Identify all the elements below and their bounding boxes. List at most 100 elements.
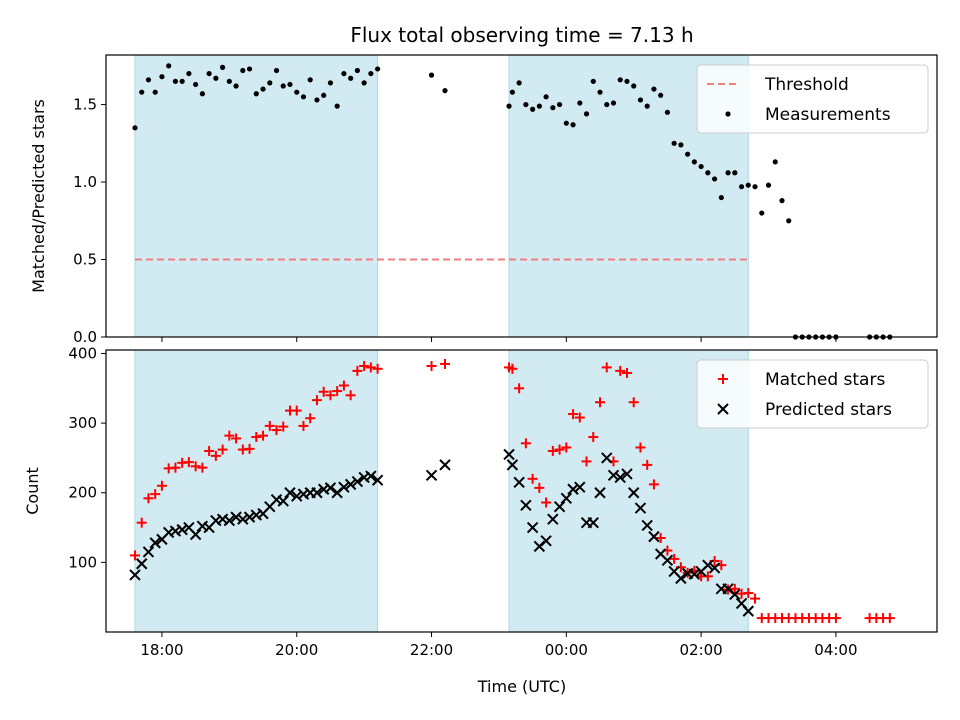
matched-star-point	[311, 395, 322, 406]
predicted-star-point	[189, 528, 202, 541]
measurement-point	[597, 89, 603, 95]
predicted-star-point	[621, 468, 633, 480]
measurement-point	[637, 97, 644, 103]
predicted-star-point	[708, 562, 721, 574]
matched-star-point	[621, 367, 632, 378]
matched-star-point	[426, 361, 437, 372]
legend-item: Predicted stars	[717, 400, 892, 420]
measurement-point	[321, 92, 327, 98]
matched-star-point	[305, 413, 316, 424]
measurement-point	[550, 105, 556, 111]
measurement-point	[658, 92, 664, 98]
predicted-star-point	[223, 514, 236, 527]
bottom-legend: Matched stars Predicted stars	[696, 359, 929, 429]
measurement-point	[509, 89, 516, 95]
measurement-point	[260, 86, 266, 92]
chart-title: Flux total observing time = 7.13 h	[350, 23, 693, 47]
predicted-star-point	[547, 513, 559, 525]
matched-star-point	[514, 383, 525, 394]
predicted-star-point	[425, 469, 438, 482]
measurement-point	[139, 89, 145, 95]
x-tick-label: 20:00	[275, 641, 318, 659]
measurement-point	[530, 106, 536, 112]
predicted-star-point	[513, 476, 525, 489]
matched-star-point	[258, 430, 269, 441]
matched-star-point	[669, 553, 680, 564]
predicted-star-point	[230, 511, 242, 523]
matched-star-point	[291, 405, 302, 416]
matched-star-point	[210, 450, 221, 461]
predicted-star-point	[634, 502, 647, 514]
predicted-star-point	[277, 495, 289, 507]
measurement-point	[361, 80, 367, 86]
predicted-star-point	[503, 448, 515, 461]
measurement-point	[354, 67, 360, 74]
measurement-point	[428, 72, 435, 78]
matched-star-point	[365, 362, 376, 373]
bottom-axis-ticks: 100 200 300 400 18:00 20:00 22:00 00:00 02:00 04:…	[68, 344, 857, 659]
measurement-point	[273, 67, 280, 74]
matched-star-point	[568, 409, 579, 420]
predicted-star-point	[136, 558, 148, 570]
legend-box	[696, 359, 929, 429]
matched-star-point	[129, 550, 140, 561]
predicted-star-point	[628, 487, 640, 499]
legend-item: Measurements	[725, 105, 891, 125]
matched-star-point	[648, 479, 659, 490]
matched-star-point	[729, 583, 740, 594]
measurement-point	[745, 182, 751, 188]
matched-star-point	[615, 365, 626, 376]
matched-star-point	[595, 397, 606, 408]
predicted-star-point	[311, 487, 323, 499]
predicted-star-point	[641, 519, 653, 532]
measurement-point	[152, 89, 158, 95]
matched-star-point	[264, 420, 275, 431]
matched-star-point	[217, 444, 228, 455]
measurement-point	[226, 78, 232, 84]
predicted-star-point	[338, 481, 350, 493]
predicted-star-point	[526, 521, 539, 534]
top-axes-frame	[105, 54, 938, 338]
measurement-point	[570, 122, 576, 128]
measurement-points	[132, 63, 893, 340]
measurement-point	[698, 163, 704, 170]
shaded-interval	[134, 349, 379, 633]
matched-star-point	[655, 533, 666, 543]
predicted-star-point	[742, 605, 754, 617]
matched-star-point	[352, 365, 363, 376]
matched-star-point	[743, 588, 754, 599]
matched-star-point	[244, 443, 255, 454]
matched-star-point	[581, 456, 592, 467]
predicted-star-point	[149, 537, 161, 549]
measurement-point	[280, 83, 286, 89]
measurement-point	[664, 109, 671, 115]
predicted-star-point	[675, 572, 687, 585]
measurement-point	[772, 159, 778, 165]
predicted-star-point	[344, 478, 357, 491]
matched-star-point	[271, 425, 282, 436]
measurement-point	[671, 140, 677, 146]
measurement-point	[213, 75, 219, 81]
matched-star-point	[520, 438, 531, 449]
matched-star-point	[278, 421, 289, 432]
predicted-star-point	[540, 535, 552, 547]
matched-star-point	[156, 480, 167, 491]
measurement-point	[759, 210, 765, 216]
measurement-point	[267, 80, 273, 86]
top-shaded-intervals	[134, 54, 749, 338]
matched-star-point	[224, 430, 235, 441]
measurement-point	[233, 83, 239, 89]
measurement-point	[685, 151, 691, 157]
matched-star-point	[440, 358, 451, 369]
legend-measurement-swatch	[725, 111, 731, 117]
measurement-point	[732, 170, 738, 176]
predicted-star-point	[661, 554, 674, 566]
legend-label: Predicted stars	[765, 400, 892, 420]
matched-star-point	[190, 461, 201, 472]
measurement-point	[240, 67, 246, 74]
predicted-star-point	[574, 481, 586, 493]
measurement-point	[523, 101, 529, 108]
matched-star-point	[325, 390, 336, 401]
predicted-star-point	[351, 475, 364, 488]
top-axis-ticks: 0.0 0.5 1.0 1.5	[73, 96, 837, 346]
